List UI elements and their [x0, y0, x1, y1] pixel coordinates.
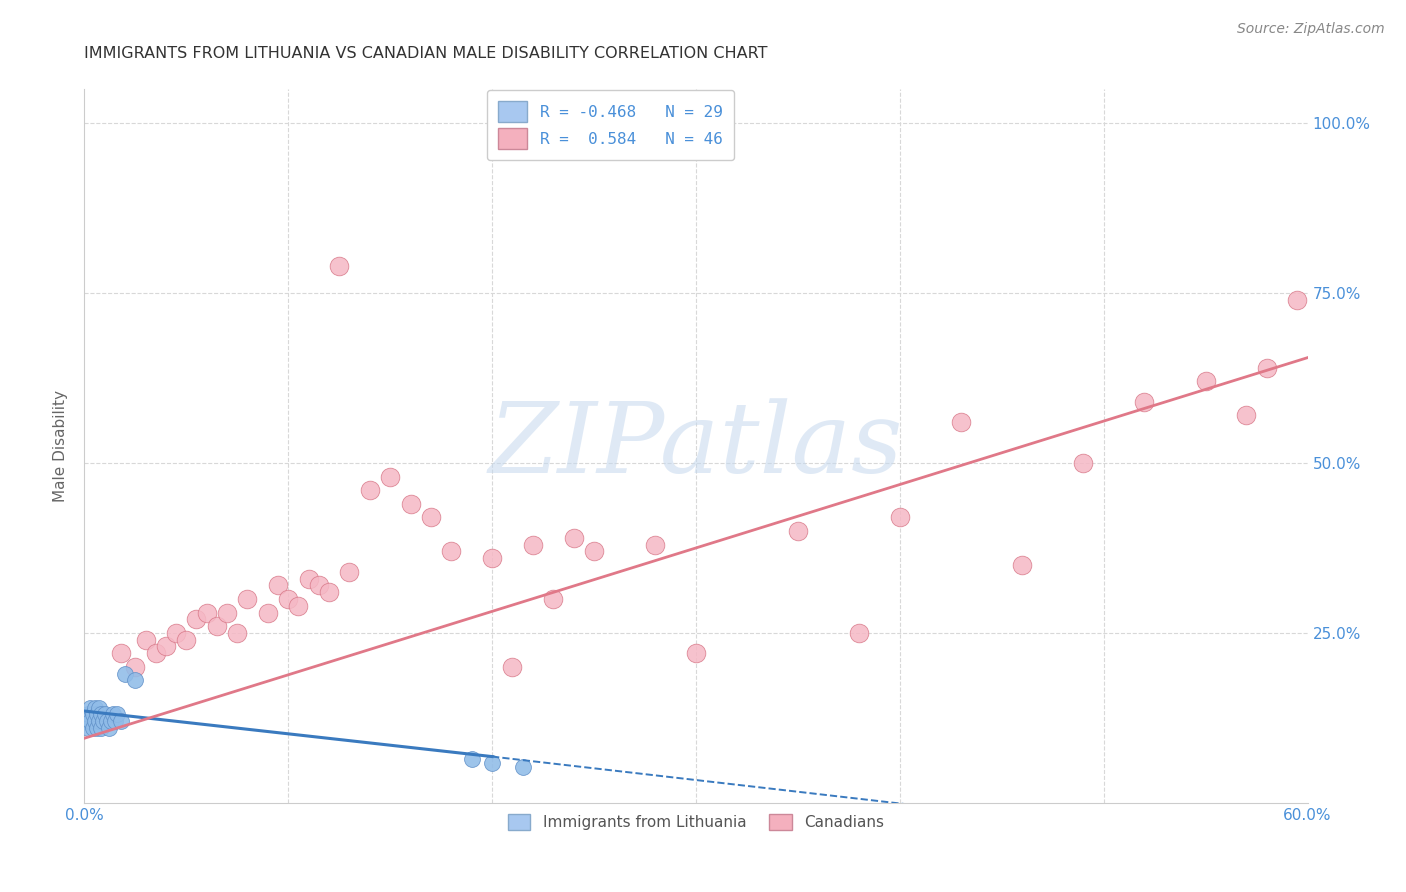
Point	[339, 565, 361, 579]
Text: IMMIGRANTS FROM LITHUANIA VS CANADIAN MALE DISABILITY CORRELATION CHART: IMMIGRANTS FROM LITHUANIA VS CANADIAN MA…	[84, 45, 768, 61]
Point	[79, 700, 101, 714]
Point	[217, 606, 239, 620]
Point	[267, 578, 290, 592]
Legend: Immigrants from Lithuania, Canadians: Immigrants from Lithuania, Canadians	[501, 806, 891, 838]
Point	[165, 626, 187, 640]
Point	[298, 572, 321, 586]
Point	[77, 721, 100, 735]
Point	[110, 714, 132, 729]
Point	[91, 714, 114, 729]
Point	[86, 721, 108, 735]
Point	[308, 578, 330, 592]
Point	[82, 707, 104, 722]
Point	[1195, 375, 1218, 389]
Point	[562, 531, 585, 545]
Point	[100, 714, 122, 729]
Point	[174, 632, 197, 647]
Point	[195, 606, 218, 620]
Point	[543, 591, 565, 606]
Point	[380, 469, 402, 483]
Point	[83, 700, 105, 714]
Point	[105, 707, 128, 722]
Point	[226, 626, 249, 640]
Point	[101, 707, 124, 722]
Point	[328, 259, 350, 273]
Point	[75, 714, 97, 729]
Point	[104, 714, 127, 729]
Point	[114, 666, 136, 681]
Point	[93, 707, 115, 722]
Point	[135, 632, 157, 647]
Point	[583, 544, 606, 558]
Text: ZIPatlas: ZIPatlas	[489, 399, 903, 493]
Point	[145, 646, 167, 660]
Point	[644, 537, 666, 551]
Point	[1133, 394, 1156, 409]
Point	[440, 544, 463, 558]
Point	[481, 756, 503, 771]
Point	[481, 551, 503, 566]
Point	[502, 660, 524, 674]
Point	[186, 612, 208, 626]
Point	[399, 497, 422, 511]
Point	[257, 606, 280, 620]
Point	[461, 751, 484, 765]
Point	[889, 510, 911, 524]
Point	[110, 646, 132, 660]
Point	[83, 714, 105, 729]
Point	[950, 415, 973, 429]
Point	[79, 714, 101, 729]
Text: Source: ZipAtlas.com: Source: ZipAtlas.com	[1237, 22, 1385, 37]
Point	[1286, 293, 1309, 307]
Y-axis label: Male Disability: Male Disability	[53, 390, 69, 502]
Point	[277, 591, 299, 606]
Point	[1011, 558, 1033, 572]
Point	[87, 700, 110, 714]
Point	[1073, 456, 1095, 470]
Point	[82, 721, 104, 735]
Point	[77, 707, 100, 722]
Point	[787, 524, 810, 538]
Point	[155, 640, 177, 654]
Point	[318, 585, 340, 599]
Point	[97, 721, 120, 735]
Point	[124, 673, 146, 688]
Point	[522, 537, 544, 551]
Point	[287, 599, 309, 613]
Point	[1236, 409, 1258, 423]
Point	[236, 591, 259, 606]
Point	[848, 626, 870, 640]
Point	[512, 760, 534, 774]
Point	[205, 619, 228, 633]
Point	[1256, 360, 1278, 375]
Point	[86, 707, 108, 722]
Point	[90, 707, 112, 722]
Point	[359, 483, 381, 498]
Point	[87, 714, 110, 729]
Point	[90, 721, 112, 735]
Point	[124, 660, 146, 674]
Point	[685, 646, 707, 660]
Point	[420, 510, 443, 524]
Point	[96, 714, 118, 729]
